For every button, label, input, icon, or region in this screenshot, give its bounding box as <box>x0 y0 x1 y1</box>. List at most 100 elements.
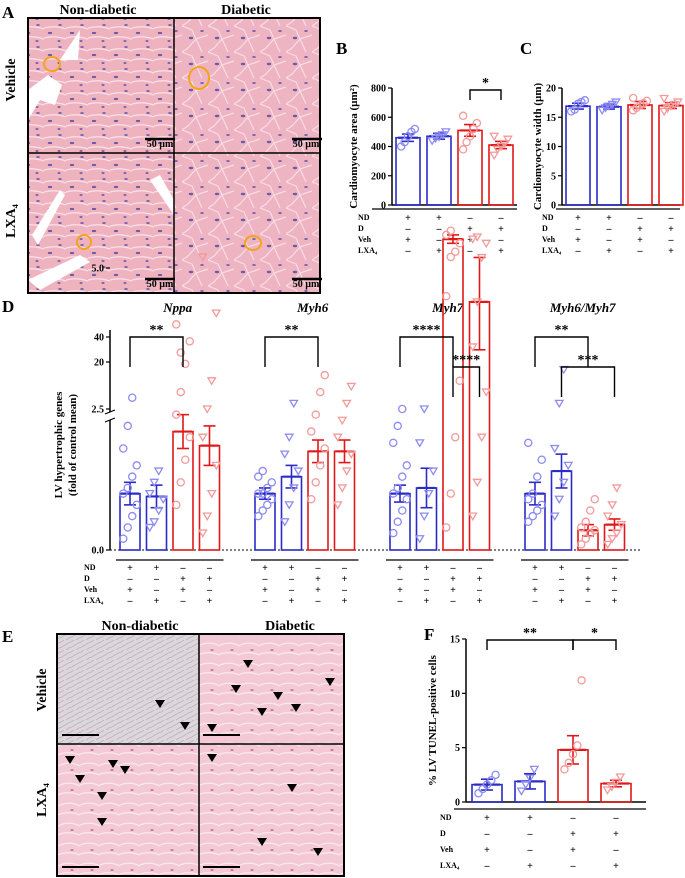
D-data-point <box>554 495 565 505</box>
D-group-title: Myh6 <box>296 300 329 315</box>
D-data-point <box>197 253 208 262</box>
F-significance-label: * <box>591 626 598 641</box>
D-data-point <box>279 518 290 527</box>
D-data-point <box>293 467 304 476</box>
D-data-point <box>590 526 600 535</box>
a-scale-label-1: 50 µm <box>147 139 174 150</box>
e-arrowhead <box>65 756 75 764</box>
D-data-point <box>528 489 538 498</box>
e-arrowhead <box>75 775 85 783</box>
D-condition-symbol: + <box>424 596 430 607</box>
C-data-point <box>607 100 618 110</box>
D-data-point <box>211 309 222 318</box>
D-data-point <box>393 421 402 431</box>
D-data-point <box>472 233 483 242</box>
D-data-point <box>119 534 128 543</box>
D-condition-symbol: – <box>450 596 457 607</box>
C-data-point <box>628 93 638 103</box>
D-data-point <box>611 484 622 493</box>
F-condition-symbol: – <box>613 845 620 856</box>
D-condition-symbol: – <box>315 563 322 574</box>
F-data-point <box>568 749 578 759</box>
C-data-point <box>580 96 590 105</box>
e-frame <box>56 633 345 877</box>
C-y-tick-label: 20 <box>546 84 556 95</box>
D-significance-label: ** <box>555 323 569 338</box>
D-data-point <box>607 535 618 544</box>
D-y-tick-label: 0.0 <box>92 546 105 557</box>
D-data-point <box>258 466 267 476</box>
B-condition-symbol: + <box>405 235 411 246</box>
B-data-point <box>440 128 451 137</box>
a-col-header-diabetic: Diabetic <box>221 3 271 18</box>
F-condition-symbol: – <box>570 861 577 872</box>
B-y-axis-title: Cardiomyocyte area (µm²) <box>348 84 360 209</box>
a-cell-outline <box>188 66 210 90</box>
B-y-tick-label: 200 <box>371 171 386 182</box>
e-row-header-lxa4: LXA₄ <box>35 782 50 817</box>
D-data-point <box>537 455 547 465</box>
C-condition-row-label: D <box>542 224 548 233</box>
D-data-point <box>467 343 478 352</box>
D-data-point <box>397 472 407 481</box>
D-data-point <box>402 461 411 470</box>
D-condition-symbol: + <box>612 596 618 607</box>
D-significance-bracket <box>560 366 616 397</box>
e-arrowhead <box>325 678 335 686</box>
D-condition-symbol: + <box>289 563 295 574</box>
D-condition-symbol: + <box>262 563 268 574</box>
e-arrowhead <box>313 848 323 856</box>
D-data-point <box>253 472 263 481</box>
F-condition-symbol: – <box>613 813 620 824</box>
D-condition-row-label: ND <box>84 563 96 572</box>
a-scale-label-4: 50 µm <box>293 279 320 290</box>
F-condition-symbol: + <box>613 861 619 872</box>
D-data-point <box>123 523 133 532</box>
F-data-point <box>516 787 527 796</box>
D-y-tick-label: 20 <box>94 358 104 369</box>
F-data-point <box>564 758 573 768</box>
F-data-point <box>487 776 496 785</box>
D-data-point <box>441 523 451 532</box>
C-condition-symbol: + <box>606 213 612 224</box>
D-data-point <box>253 511 263 521</box>
e-arrowhead <box>97 792 107 800</box>
D-data-point <box>279 450 290 459</box>
F-condition-symbol: + <box>484 813 490 824</box>
D-condition-symbol: – <box>341 585 348 596</box>
F-data-point <box>577 676 586 685</box>
D-data-point <box>144 523 155 533</box>
D-data-point <box>306 494 316 504</box>
D-condition-symbol: – <box>476 585 483 596</box>
D-data-point <box>393 483 402 493</box>
F-condition-symbol: – <box>527 829 534 840</box>
F-condition-symbol: – <box>484 861 491 872</box>
B-y-tick-label: 0 <box>381 201 386 212</box>
D-condition-symbol: + <box>154 563 160 574</box>
D-significance-bracket <box>399 336 454 367</box>
F-y-axis-title: % LV TUNEL-positive cells <box>427 654 439 786</box>
D-data-point <box>402 494 411 504</box>
B-y-tick-label: 800 <box>371 84 386 95</box>
D-data-point <box>476 253 487 263</box>
D-data-point <box>467 235 478 244</box>
e-arrowhead <box>257 838 267 846</box>
B-data-point <box>458 111 468 121</box>
D-data-point <box>132 461 141 470</box>
a-row-header-vehicle: Vehicle <box>4 58 19 101</box>
F-condition-row-label: ND <box>440 813 452 822</box>
D-data-point <box>450 247 460 256</box>
D-data-point <box>537 500 547 510</box>
F-condition-row-label: Veh <box>440 845 454 854</box>
C-y-tick-label: 0 <box>551 201 556 212</box>
D-data-point <box>171 320 181 329</box>
F-data-point <box>520 780 531 790</box>
F-data-point <box>491 770 500 780</box>
D-data-point <box>127 511 137 521</box>
D-condition-symbol: – <box>153 574 160 585</box>
panel-label-e: E <box>2 627 13 646</box>
C-condition-symbol: – <box>668 235 675 246</box>
D-data-point <box>202 512 213 521</box>
a-image-d-veh <box>174 18 320 153</box>
